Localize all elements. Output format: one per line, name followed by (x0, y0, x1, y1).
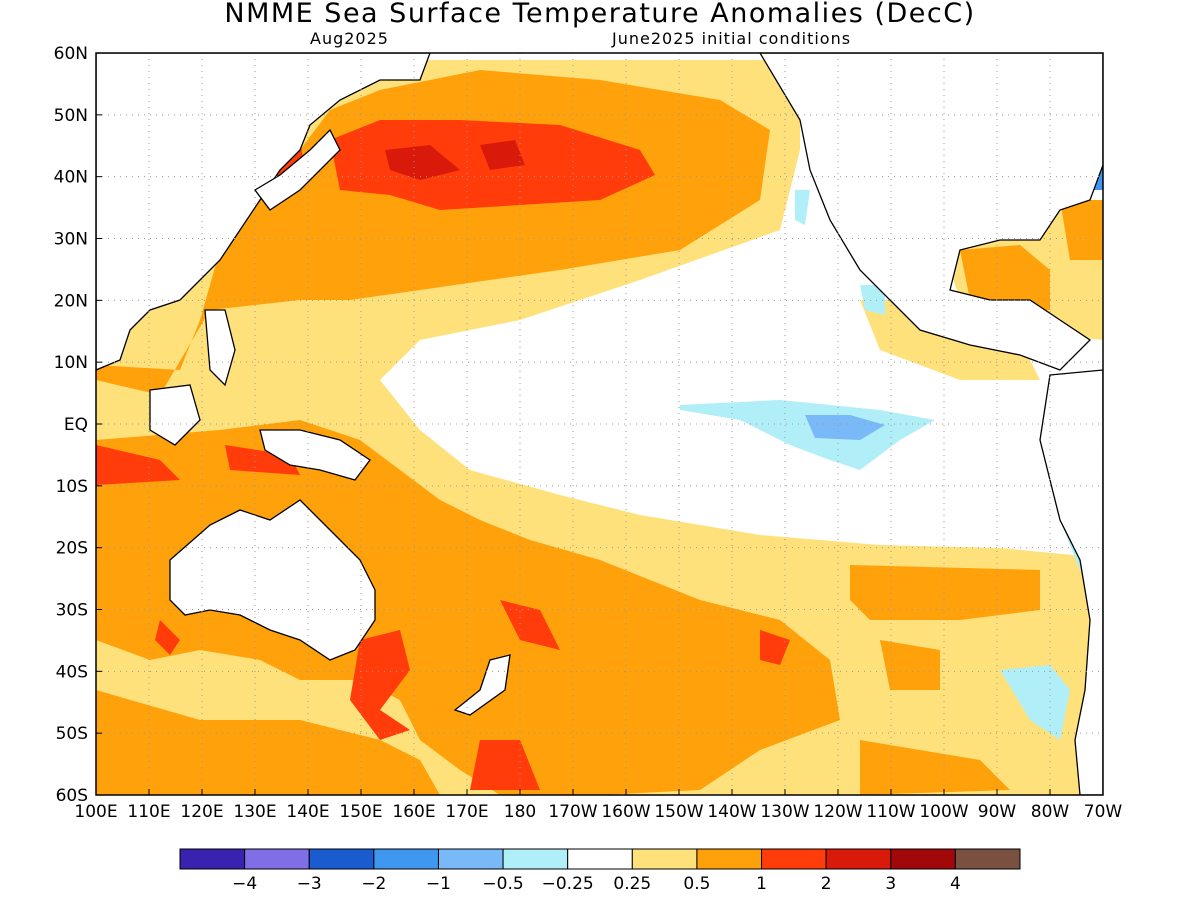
colorbar-swatch (631, 848, 698, 870)
lon-tick-label: 120W (813, 802, 862, 822)
colorbar-label: −3 (297, 874, 322, 894)
colorbar-swatch (954, 848, 1021, 870)
lon-tick-label: 90W (978, 802, 1017, 822)
land-masses (96, 53, 1103, 795)
lat-tick-label: 20N (54, 291, 88, 311)
colorbar-label: −4 (232, 874, 257, 894)
lat-tick-label: 50S (56, 724, 88, 744)
colorbar-swatch (437, 848, 504, 870)
map-gridlines (96, 53, 1103, 795)
colorbar-label: 0.25 (613, 874, 651, 894)
lat-tick-label: EQ (64, 415, 88, 435)
colorbar-label: 2 (821, 874, 832, 894)
colorbar-label: −0.25 (542, 874, 594, 894)
south-america-landmass (1039, 369, 1103, 795)
colorbar-swatch (373, 848, 439, 870)
colorbar-swatch (890, 848, 956, 870)
subtitle-right: June2025 initial conditions (611, 29, 851, 48)
lon-tick-label: 150E (339, 802, 382, 822)
map-title: NMME Sea Surface Temperature Anomalies (… (224, 0, 975, 29)
colorbar: −4 −3 −2 −1 −0.5 −0.25 0.25 0.5 1 2 3 4 (179, 848, 1021, 894)
colorbar-label: 4 (950, 874, 961, 894)
colorbar-swatch (567, 848, 633, 870)
lon-tick-label: 70W (1084, 802, 1123, 822)
lon-tick-label: 130E (233, 802, 276, 822)
north-america-landmass (759, 53, 1103, 371)
lat-tick-label: 10S (56, 477, 88, 497)
lat-tick-label: 40S (56, 662, 88, 682)
colorbar-label: 3 (885, 874, 896, 894)
colorbar-label: 1 (756, 874, 767, 894)
lon-tick-label: 80W (1031, 802, 1070, 822)
lat-tick-label: 60N (54, 44, 88, 64)
colorbar-label: −1 (426, 874, 451, 894)
colorbar-label: −2 (361, 874, 386, 894)
lon-tick-label: 130W (760, 802, 809, 822)
longitude-axis: 100E 110E 120E 130E 140E 150E 160E 170E 180 170W 1… (74, 789, 1122, 822)
asia-landmass (96, 53, 431, 371)
lon-tick-label: 150W (654, 802, 703, 822)
lat-tick-label: 50N (54, 106, 88, 126)
anomaly-shading-dark-red (385, 140, 525, 180)
lat-tick-label: 30S (56, 601, 88, 621)
new-guinea-landmass (259, 429, 371, 481)
lon-tick-label: 140W (707, 802, 756, 822)
colorbar-swatch (308, 848, 375, 870)
lon-tick-label: 100E (74, 802, 117, 822)
subtitle-left: Aug2025 (310, 29, 389, 48)
colorbar-swatch (244, 848, 310, 870)
latitude-axis: 60N 50N 40N 30N 20N 10N EQ 10S 20S 30S 40S 50S 60S (54, 44, 102, 806)
lon-tick-label: 180 (504, 802, 536, 822)
lon-tick-label: 140E (286, 802, 329, 822)
sst-field (96, 53, 1103, 795)
lat-tick-label: 60S (56, 786, 88, 806)
lon-tick-label: 110E (127, 802, 170, 822)
colorbar-swatch (179, 848, 246, 870)
lat-tick-label: 10N (54, 353, 88, 373)
lon-tick-label: 120E (180, 802, 223, 822)
colorbar-swatch (825, 848, 892, 870)
colorbar-swatch (502, 848, 569, 870)
lon-tick-label: 170W (548, 802, 597, 822)
lon-tick-label: 110W (866, 802, 915, 822)
lat-tick-label: 20S (56, 539, 88, 559)
borneo-landmass (149, 384, 201, 446)
philippines-landmass (204, 309, 236, 387)
lat-tick-label: 40N (54, 168, 88, 188)
new-zealand-landmass (453, 654, 511, 716)
colorbar-label: 0.5 (683, 874, 710, 894)
lon-tick-label: 170E (445, 802, 488, 822)
lon-tick-label: 100W (919, 802, 968, 822)
colorbar-label: −0.5 (482, 874, 523, 894)
colorbar-swatch (696, 848, 763, 870)
lon-tick-label: 160E (392, 802, 435, 822)
japan-landmass (254, 128, 341, 211)
colorbar-swatch (761, 848, 827, 870)
lat-tick-label: 30N (54, 230, 88, 250)
lon-tick-label: 160W (601, 802, 650, 822)
